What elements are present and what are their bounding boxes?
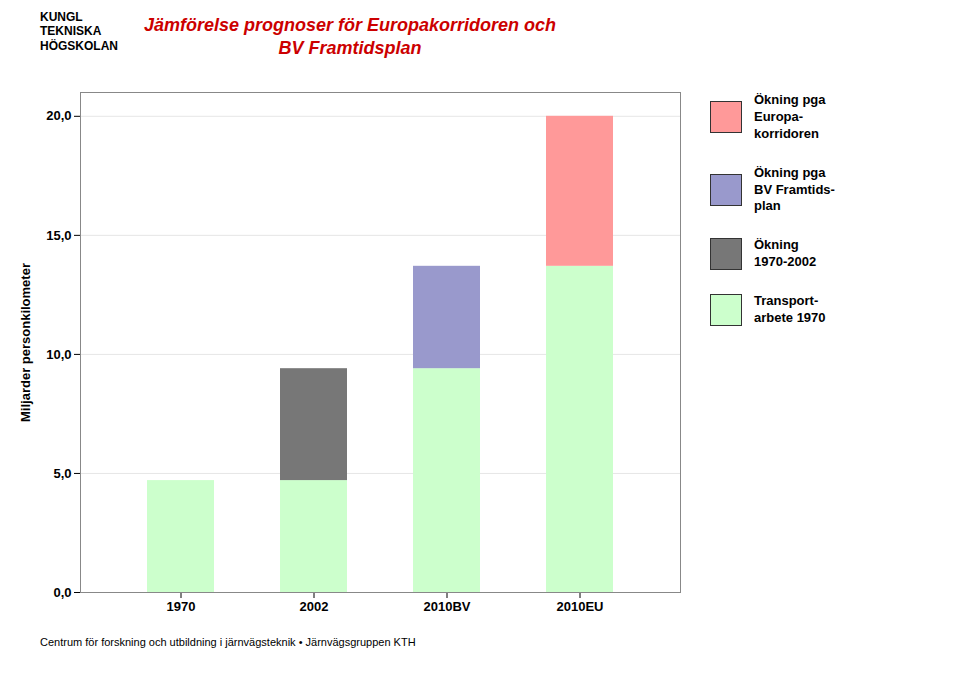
html-text:Ökning pga BV Framtids- plan: Ökning pga BV Framtids- plan bbox=[754, 164, 835, 214]
svg-text:0,0: 0,0 bbox=[53, 585, 71, 600]
svg-text:5,0: 5,0 bbox=[53, 466, 71, 481]
html-text:Centrum för forskning och utbi: Centrum för forskning och utbildning i j… bbox=[40, 636, 416, 648]
svg-text:2010BV: 2010BV bbox=[424, 599, 471, 614]
svg-text:2002: 2002 bbox=[300, 599, 329, 614]
html-text:Ökning pga Europa- korridoren: Ökning pga Europa- korridoren bbox=[754, 92, 826, 141]
svg-text:1970: 1970 bbox=[167, 599, 196, 614]
html-text:Transport- arbete 1970: Transport- arbete 1970 bbox=[754, 293, 826, 325]
svg-text:10,0: 10,0 bbox=[46, 347, 71, 362]
html-text:Jämförelse prognoser för Europ: Jämförelse prognoser för Europakorridore… bbox=[144, 15, 556, 58]
html-text:KUNGL TEKNISKA HÖGSKOLAN: KUNGL TEKNISKA HÖGSKOLAN bbox=[40, 10, 118, 53]
svg-text:2010EU: 2010EU bbox=[557, 599, 604, 614]
svg-text:15,0: 15,0 bbox=[46, 228, 71, 243]
html-text:Ökning 1970-2002: Ökning 1970-2002 bbox=[754, 237, 817, 270]
svg-text:20,0: 20,0 bbox=[46, 108, 71, 123]
svg-text:Miljarder personkilometer: Miljarder personkilometer bbox=[18, 263, 33, 422]
